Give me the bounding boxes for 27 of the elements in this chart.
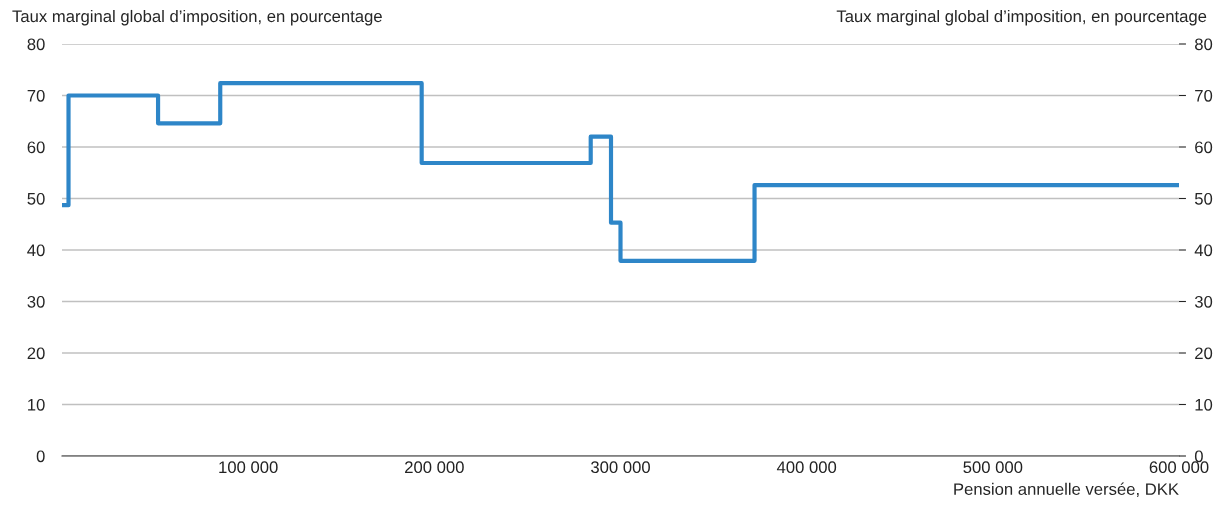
x-tick-label: 200 000 xyxy=(405,461,464,474)
x-tick-label: 600 000 xyxy=(1149,461,1209,474)
y2-tick-label: 80 xyxy=(1195,38,1213,51)
y-tick-label: 70 xyxy=(27,89,45,102)
y-tick-label: 40 xyxy=(27,244,45,257)
y2-axis-title: Taux marginal global d’imposition, en pourcentage xyxy=(836,9,1207,26)
y-tick-label: 80 xyxy=(27,38,45,51)
y-tick-label: 30 xyxy=(27,295,45,308)
y-axis-title: Taux marginal global d’imposition, en pourcentage xyxy=(12,9,382,26)
x-tick-label: 100 000 xyxy=(219,461,278,474)
y-tick-label: 60 xyxy=(27,141,45,154)
y2-tick-label: 60 xyxy=(1195,141,1213,154)
y-tick-label: 20 xyxy=(27,347,45,360)
y2-tick-label: 50 xyxy=(1194,192,1213,205)
x-tick-label: 300 000 xyxy=(591,461,650,474)
y2-tick-label: 70 xyxy=(1195,89,1213,102)
y2-tick-label: 0 xyxy=(1194,450,1203,463)
y-tick-label: 0 xyxy=(36,450,45,463)
y2-tick-label: 10 xyxy=(1195,398,1213,411)
x-tick-label: 500 000 xyxy=(963,461,1023,474)
y2-tick-label: 20 xyxy=(1195,347,1213,360)
x-tick-label: 400 000 xyxy=(776,461,837,474)
y2-tick-label: 30 xyxy=(1194,295,1213,308)
y-tick-label: 50 xyxy=(27,192,45,205)
y2-tick-label: 40 xyxy=(1194,244,1213,257)
y-tick-label: 10 xyxy=(28,398,45,411)
x-axis-title: Pension annuelle versée, DKK xyxy=(954,482,1179,497)
